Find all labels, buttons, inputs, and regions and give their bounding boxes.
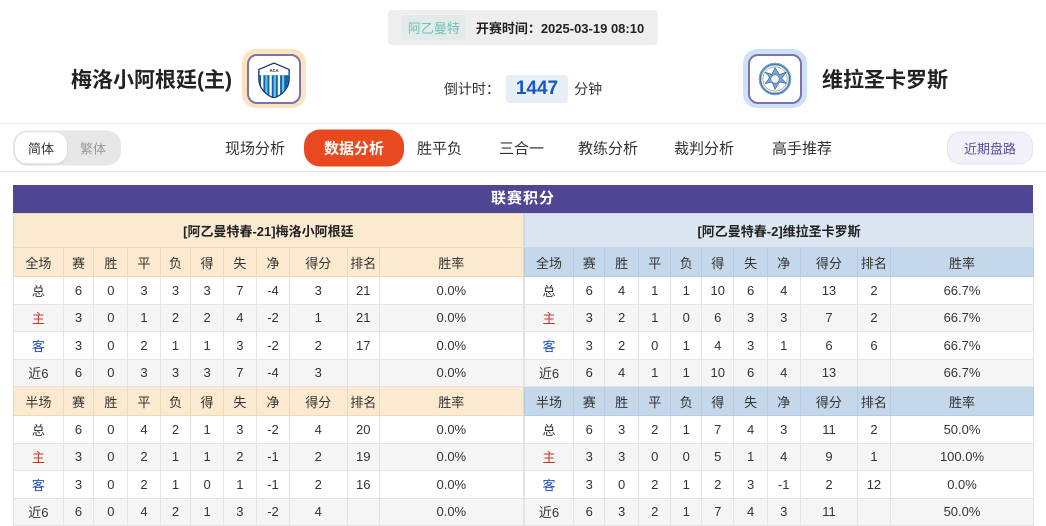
svg-text:ACA: ACA xyxy=(269,68,278,73)
